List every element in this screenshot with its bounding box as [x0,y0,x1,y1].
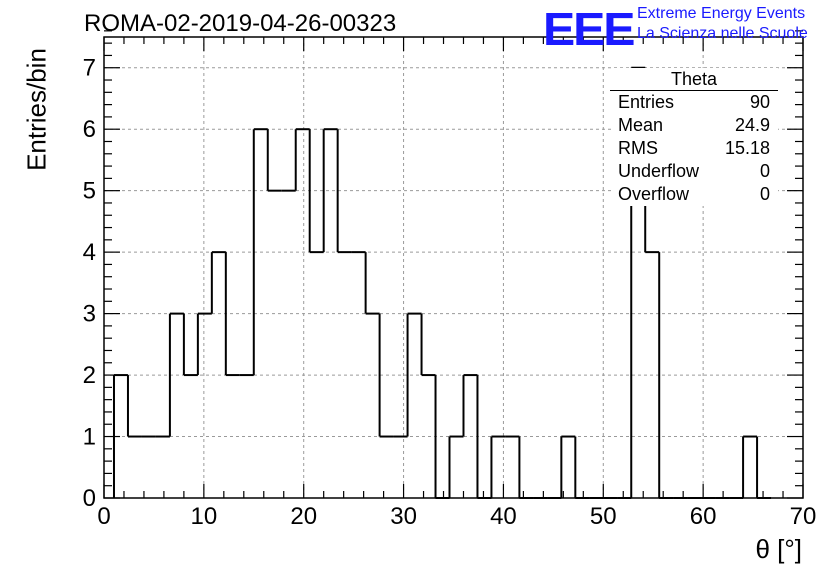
y-tick-label: 5 [83,178,96,205]
y-tick-label: 7 [83,55,96,82]
plot-border [103,36,804,499]
stats-row-underflow: Underflow 0 [612,160,778,183]
eee-logo: EEE [543,3,635,55]
plot-frame [103,36,804,499]
stats-value: 0 [759,184,770,204]
stats-box: Theta Entries 90 Mean 24.9 RMS 15.18 Und… [610,68,778,206]
stats-value: 90 [749,92,770,112]
x-tick-label: 60 [690,503,717,530]
y-tick-label: 0 [83,485,96,512]
x-tick-label: 10 [191,503,218,530]
stats-value: 24.9 [734,115,770,135]
stats-label: Underflow [618,161,700,181]
stats-label: Overflow [618,184,690,204]
x-tick-labels: 0 10 20 30 40 50 60 70 [97,503,816,530]
stats-row-entries: Entries 90 [612,91,778,114]
y-tick-label: 3 [83,301,96,328]
stats-label: Entries [618,92,675,112]
x-tick-label: 20 [290,503,317,530]
x-tick-label: 50 [590,503,617,530]
x-tick-label: 70 [790,503,817,530]
stats-label: RMS [618,138,658,158]
x-tick-label: 0 [97,503,110,530]
logo-line-2: La Scienza nelle Scuole [637,25,808,42]
y-tick-label: 2 [83,362,96,389]
axis-ticks [103,30,804,499]
stats-value: 15.18 [724,138,770,158]
x-tick-label: 30 [390,503,417,530]
logo-line-1: Extreme Energy Events [637,5,806,22]
y-tick-label: 4 [83,239,96,266]
stats-row-overflow: Overflow 0 [612,183,778,206]
y-tick-label: 6 [83,116,96,143]
stats-value: 0 [759,161,770,181]
y-axis-label: Entries/bin [21,48,52,171]
stats-row-mean: Mean 24.9 [612,114,778,137]
y-tick-labels: 0 1 2 3 4 5 6 7 [83,55,96,512]
x-tick-label: 40 [490,503,517,530]
stats-title: Theta [610,68,778,91]
chart-title: ROMA-02-2019-04-26-00323 [84,10,397,37]
stats-label: Mean [618,115,664,135]
stats-row-rms: RMS 15.18 [612,137,778,160]
y-tick-label: 1 [83,424,96,451]
x-axis-label: θ [°] [755,534,802,564]
